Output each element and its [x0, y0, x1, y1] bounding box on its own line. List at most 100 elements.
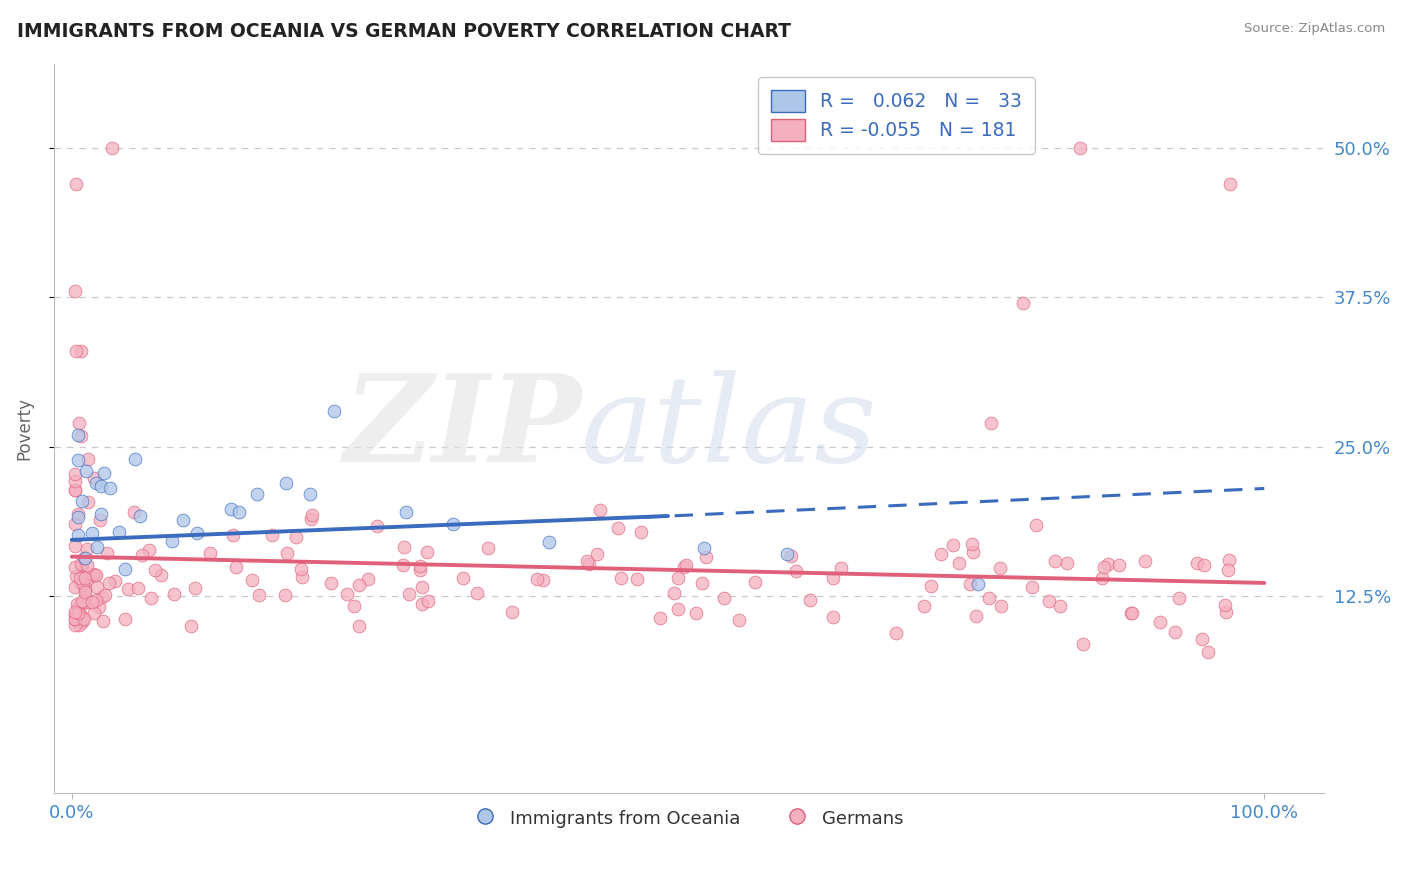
- Point: [441, 517, 464, 532]
- Point: [290, 562, 312, 576]
- Point: [66, 598, 89, 612]
- Point: [70, 428, 93, 442]
- Point: [291, 569, 314, 583]
- Point: [66, 507, 89, 521]
- Point: [1121, 606, 1143, 620]
- Point: [83, 471, 105, 485]
- Point: [219, 501, 242, 516]
- Point: [65, 483, 87, 498]
- Point: [415, 545, 437, 559]
- Point: [1218, 563, 1240, 577]
- Point: [65, 618, 87, 632]
- Point: [276, 475, 298, 490]
- Point: [1043, 554, 1066, 568]
- Point: [1025, 517, 1047, 532]
- Point: [662, 586, 685, 600]
- Point: [180, 619, 202, 633]
- Point: [1056, 556, 1078, 570]
- Point: [776, 547, 799, 561]
- Point: [299, 487, 322, 501]
- Point: [65, 568, 87, 582]
- Point: [65, 539, 87, 553]
- Point: [65, 612, 87, 626]
- Point: [1192, 558, 1215, 572]
- Point: [962, 545, 984, 559]
- Point: [65, 467, 87, 481]
- Point: [90, 479, 112, 493]
- Point: [610, 572, 633, 586]
- Point: [114, 612, 136, 626]
- Point: [408, 563, 430, 577]
- Point: [347, 618, 370, 632]
- Point: [589, 503, 612, 517]
- Point: [75, 582, 97, 596]
- Point: [149, 567, 172, 582]
- Point: [86, 568, 108, 582]
- Point: [72, 576, 94, 591]
- Point: [408, 559, 430, 574]
- Point: [139, 591, 162, 606]
- Point: [284, 529, 307, 543]
- Point: [104, 574, 127, 588]
- Point: [70, 594, 93, 608]
- Text: IMMIGRANTS FROM OCEANIA VS GERMAN POVERTY CORRELATION CHART: IMMIGRANTS FROM OCEANIA VS GERMAN POVERT…: [17, 22, 790, 41]
- Point: [1097, 557, 1119, 571]
- Point: [780, 549, 803, 563]
- Point: [124, 451, 146, 466]
- Point: [411, 597, 433, 611]
- Point: [575, 554, 598, 568]
- Point: [83, 607, 105, 621]
- Point: [65, 560, 87, 574]
- Point: [65, 605, 87, 619]
- Point: [980, 416, 1002, 430]
- Point: [69, 576, 91, 591]
- Point: [929, 547, 952, 561]
- Point: [713, 591, 735, 605]
- Point: [323, 404, 346, 418]
- Point: [86, 540, 108, 554]
- Point: [127, 582, 149, 596]
- Point: [948, 556, 970, 570]
- Point: [160, 534, 183, 549]
- Point: [920, 579, 942, 593]
- Text: ZIP: ZIP: [343, 369, 581, 488]
- Point: [967, 577, 990, 591]
- Point: [77, 451, 100, 466]
- Point: [72, 570, 94, 584]
- Point: [86, 593, 108, 607]
- Point: [228, 505, 250, 519]
- Point: [122, 505, 145, 519]
- Point: [67, 599, 90, 614]
- Point: [673, 560, 696, 574]
- Point: [830, 561, 852, 575]
- Point: [114, 562, 136, 576]
- Point: [1164, 625, 1187, 640]
- Point: [1218, 553, 1240, 567]
- Point: [80, 594, 103, 608]
- Point: [477, 541, 499, 555]
- Point: [451, 571, 474, 585]
- Point: [222, 528, 245, 542]
- Point: [96, 546, 118, 560]
- Point: [336, 587, 359, 601]
- Point: [240, 573, 263, 587]
- Point: [65, 580, 87, 594]
- Point: [347, 578, 370, 592]
- Point: [1092, 559, 1115, 574]
- Point: [65, 474, 87, 488]
- Point: [366, 519, 388, 533]
- Point: [959, 577, 981, 591]
- Point: [67, 416, 90, 430]
- Point: [143, 563, 166, 577]
- Point: [1213, 598, 1236, 612]
- Point: [1091, 571, 1114, 585]
- Point: [988, 560, 1011, 574]
- Point: [727, 613, 749, 627]
- Point: [578, 557, 600, 571]
- Legend: Immigrants from Oceania, Germans: Immigrants from Oceania, Germans: [467, 800, 911, 836]
- Point: [1021, 581, 1043, 595]
- Point: [72, 611, 94, 625]
- Point: [131, 548, 153, 562]
- Point: [73, 551, 96, 566]
- Point: [343, 599, 366, 613]
